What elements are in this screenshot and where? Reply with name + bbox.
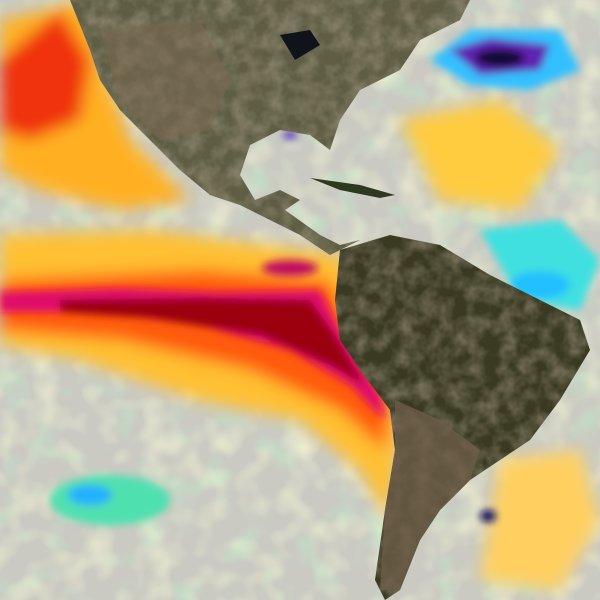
cold-spot [283, 131, 297, 139]
warm-patch [480, 450, 600, 590]
cool-anomalies [50, 30, 600, 525]
western-arid-land [100, 20, 230, 140]
cool-patch [510, 271, 570, 299]
caribbean-islands [310, 178, 395, 198]
cool-patch [50, 475, 170, 525]
darkred-core [60, 298, 365, 385]
great-lakes [280, 30, 320, 60]
cold-core [475, 49, 525, 67]
andes-south [380, 400, 480, 590]
cool-patch [480, 220, 600, 310]
hot-patch [0, 10, 90, 140]
warm-patch [400, 100, 560, 210]
cool-patch [68, 485, 112, 505]
magenta-spot [262, 260, 318, 276]
land [70, 0, 590, 600]
cold-spot [480, 510, 496, 522]
extreme-anomalies [0, 260, 385, 420]
